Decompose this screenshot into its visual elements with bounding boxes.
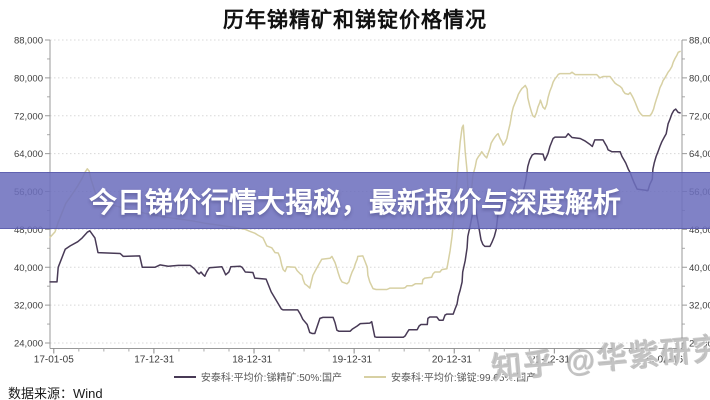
page-title: 历年锑精矿和锑锭价格情况	[223, 9, 487, 32]
concentrate-line-swatch	[173, 375, 196, 378]
y-axis-tick-label-left: 48,000	[14, 225, 43, 236]
y-axis-tick-label-right: 32,000	[689, 301, 710, 312]
y-axis-tick-label-right: 72,000	[689, 111, 710, 122]
x-axis-tick-label: 19-12-31	[332, 355, 372, 366]
y-axis-tick-label-right: 48,000	[689, 225, 710, 236]
y-axis-tick-label-right: 64,000	[689, 149, 710, 160]
legend-item-ingot: 安泰科:平均价:锑锭:99.65%:国产	[364, 369, 536, 384]
y-axis-tick-label-left: 88,000	[14, 36, 43, 47]
y-axis-tick-label-right: 24,000	[689, 339, 710, 350]
headline-banner: 今日锑价行情大揭秘，最新报价与深度解析	[0, 172, 710, 229]
concentrate-price-line	[49, 108, 681, 339]
y-axis-tick-label-right: 88,000	[689, 36, 710, 47]
data-source-note: 数据来源：Wind	[8, 386, 103, 400]
y-axis-tick-label-left: 24,000	[14, 339, 43, 350]
x-axis-tick-label: 17-01-05	[34, 355, 74, 366]
y-axis-tick-label-left: 32,000	[14, 301, 43, 312]
x-axis-tick-label: 21-12-31	[530, 355, 570, 366]
chart-legend: 安泰科:平均价:锑精矿:50%:国产 安泰科:平均价:锑锭:99.65%:国产	[0, 369, 710, 384]
ingot-line-swatch	[364, 375, 387, 378]
ingot-price-line	[49, 50, 681, 291]
y-axis-tick-label-right: 80,000	[689, 73, 710, 84]
y-axis-tick-label-right: 40,000	[689, 263, 710, 274]
headline-text: 今日锑价行情大揭秘，最新报价与深度解析	[88, 186, 621, 218]
legend-label-ingot: 安泰科:平均价:锑锭:99.65%:国产	[391, 373, 537, 384]
x-axis-tick-label: 17-12-31	[134, 355, 174, 366]
y-axis-tick-label-left: 72,000	[14, 111, 43, 122]
x-axis-tick-label: 20-12-31	[432, 355, 472, 366]
y-axis-tick-label-left: 64,000	[14, 149, 43, 160]
y-axis-tick-label-left: 80,000	[14, 73, 43, 84]
y-axis-tick-label-left: 40,000	[14, 263, 43, 274]
x-axis-tick-label: 18-12-31	[232, 355, 272, 366]
legend-label-concentrate: 安泰科:平均价:锑精矿:50%:国产	[200, 373, 343, 384]
legend-item-concentrate: 安泰科:平均价:锑精矿:50%:国产	[173, 369, 343, 384]
x-axis-tick-label: 23-02-16	[643, 355, 683, 366]
